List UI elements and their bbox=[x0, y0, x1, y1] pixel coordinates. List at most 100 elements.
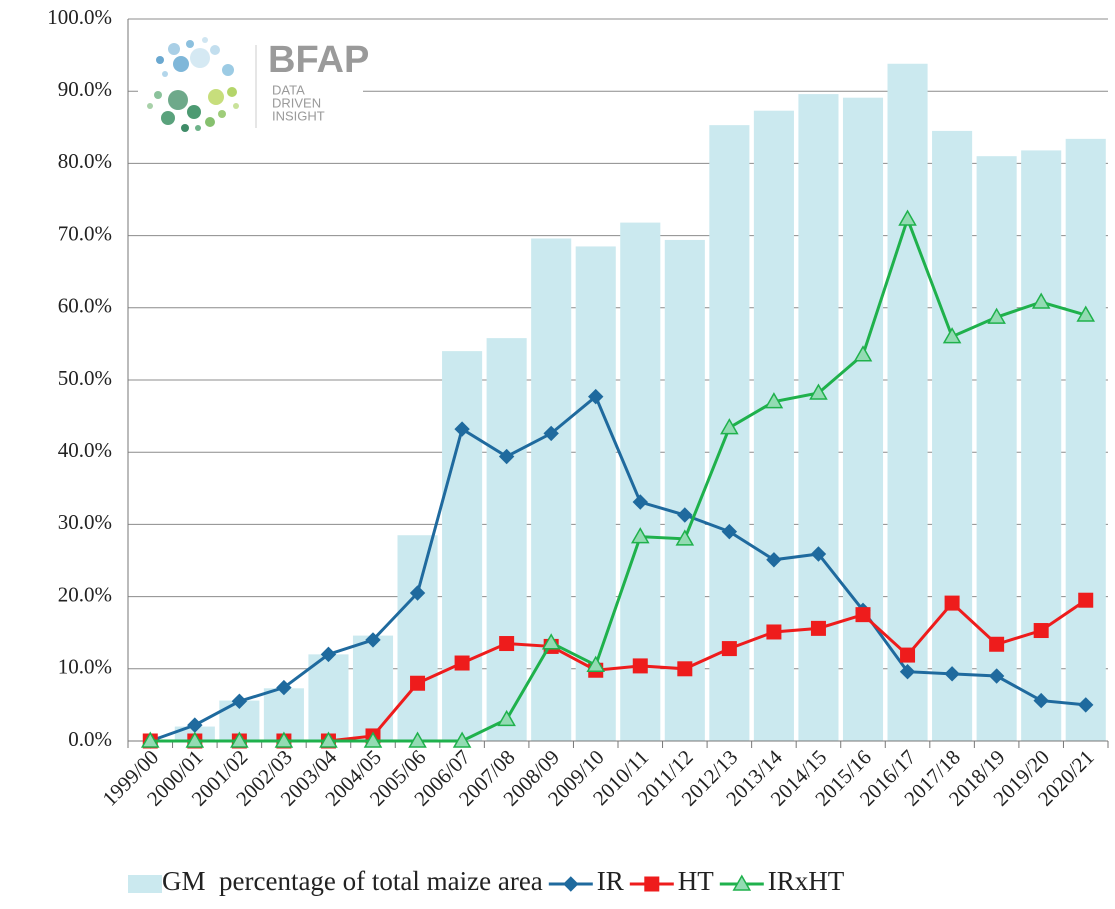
marker bbox=[1033, 692, 1049, 709]
marker bbox=[363, 731, 383, 748]
marker bbox=[1078, 592, 1094, 608]
y-tick-label: 10.0% bbox=[58, 655, 112, 679]
marker bbox=[452, 731, 472, 748]
marker bbox=[677, 661, 693, 677]
bar bbox=[842, 97, 884, 741]
marker bbox=[899, 663, 916, 680]
marker bbox=[810, 546, 827, 562]
marker bbox=[274, 731, 294, 748]
marker bbox=[766, 552, 782, 568]
marker bbox=[185, 731, 205, 748]
marker bbox=[898, 209, 917, 226]
marker bbox=[944, 666, 960, 682]
bar bbox=[932, 130, 973, 741]
marker bbox=[632, 658, 648, 674]
marker bbox=[944, 595, 960, 611]
bar bbox=[531, 238, 572, 741]
y-tick-label: 90.0% bbox=[58, 77, 112, 101]
marker bbox=[1031, 292, 1051, 309]
bar bbox=[486, 338, 527, 741]
marker bbox=[721, 641, 737, 657]
marker bbox=[410, 675, 426, 691]
y-tick-label: 30.0% bbox=[58, 510, 112, 534]
marker bbox=[588, 388, 604, 405]
marker bbox=[319, 731, 338, 748]
marker bbox=[454, 655, 470, 671]
marker bbox=[675, 529, 695, 546]
marker bbox=[853, 345, 873, 362]
line bbox=[150, 214, 1087, 743]
marker bbox=[454, 421, 470, 437]
marker bbox=[1078, 697, 1094, 713]
y-tick-label: 0.0% bbox=[68, 727, 112, 751]
marker bbox=[230, 731, 249, 748]
bar bbox=[887, 63, 928, 742]
marker bbox=[764, 392, 784, 409]
marker bbox=[989, 636, 1005, 652]
y-tick-label: 40.0% bbox=[58, 438, 112, 462]
bar bbox=[352, 635, 394, 741]
legend-label: IRxHT bbox=[768, 866, 845, 896]
legend-label: IR bbox=[597, 866, 624, 896]
marker bbox=[563, 876, 579, 892]
marker bbox=[942, 327, 962, 344]
marker bbox=[644, 876, 660, 892]
marker bbox=[140, 731, 160, 748]
legend-label: GM percentage of total maize area bbox=[162, 866, 543, 896]
bar bbox=[798, 94, 839, 741]
logo: BFAP DATA DRIVEN INSIGHT bbox=[138, 30, 369, 140]
marker bbox=[543, 425, 559, 442]
y-tick-label: 60.0% bbox=[58, 294, 112, 318]
logo-dots bbox=[147, 37, 239, 132]
marker bbox=[499, 636, 515, 652]
marker bbox=[900, 647, 916, 663]
marker bbox=[732, 874, 752, 891]
bar bbox=[753, 110, 794, 742]
marker bbox=[720, 418, 739, 435]
marker bbox=[409, 585, 426, 601]
bar bbox=[664, 239, 705, 741]
marker bbox=[988, 668, 1005, 684]
marker bbox=[987, 307, 1006, 324]
bar bbox=[1021, 150, 1062, 742]
bar bbox=[1065, 138, 1106, 742]
marker bbox=[632, 494, 648, 510]
marker bbox=[1076, 305, 1096, 322]
marker bbox=[497, 709, 516, 727]
logo-tagline: DATA bbox=[272, 82, 305, 97]
y-tick-label: 70.0% bbox=[58, 221, 112, 245]
bar bbox=[397, 535, 438, 741]
bar bbox=[620, 222, 661, 741]
marker bbox=[231, 693, 248, 709]
marker bbox=[766, 624, 782, 640]
y-tick-label: 80.0% bbox=[58, 149, 112, 173]
marker bbox=[498, 448, 515, 465]
logo-tagline: DRIVEN bbox=[272, 95, 321, 110]
marker bbox=[276, 679, 292, 696]
marker bbox=[586, 655, 606, 672]
marker bbox=[810, 620, 826, 636]
marker bbox=[809, 383, 828, 400]
plot-area: 0.0% 10.0% 20.0% 30.0% 40.0% 50.0% 60.0% 70.0% 8… bbox=[47, 5, 1109, 811]
marker bbox=[677, 507, 693, 523]
marker bbox=[320, 646, 337, 663]
bar bbox=[308, 654, 349, 741]
marker bbox=[1033, 623, 1049, 639]
y-tick-label: 100.0% bbox=[47, 5, 112, 29]
bar bbox=[976, 156, 1017, 741]
marker bbox=[365, 632, 381, 648]
line bbox=[149, 394, 1086, 743]
legend-swatch bbox=[128, 875, 162, 893]
legend-label: HT bbox=[678, 866, 714, 896]
bar bbox=[442, 351, 483, 741]
y-tick-label: 20.0% bbox=[58, 582, 112, 606]
logo-tagline: INSIGHT bbox=[272, 108, 325, 123]
marker bbox=[408, 731, 427, 748]
legend: GM percentage of total maize area IR HT IRx… bbox=[128, 866, 845, 896]
marker bbox=[855, 607, 871, 623]
marker bbox=[630, 527, 650, 544]
marker bbox=[721, 523, 738, 540]
y-tick-label: 50.0% bbox=[58, 366, 112, 390]
logo-name: BFAP bbox=[268, 39, 369, 81]
